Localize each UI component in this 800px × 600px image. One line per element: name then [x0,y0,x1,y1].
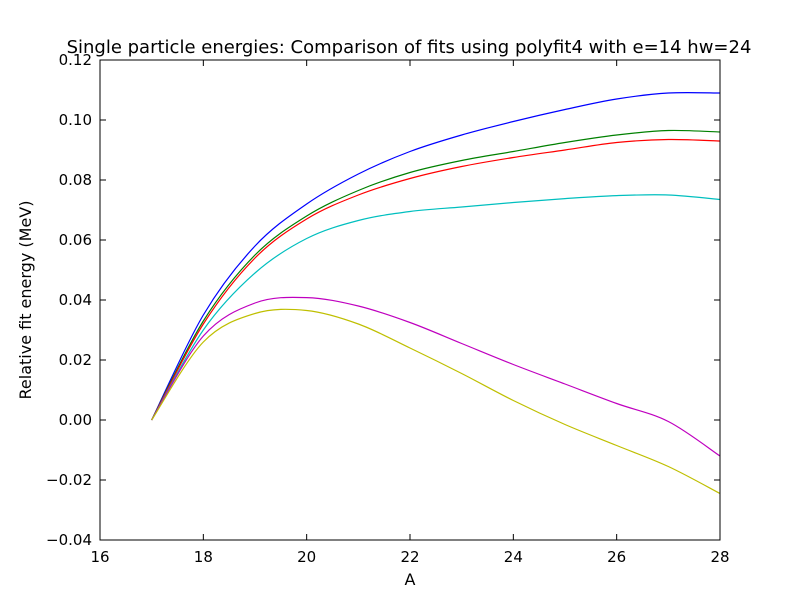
y-tick-label: 0.02 [59,351,92,369]
series-line-1 [151,91,721,421]
y-tick-label: 0.04 [59,291,92,309]
x-tick-label: 28 [710,548,729,566]
x-tick-label: 24 [504,548,523,566]
series-line-2 [151,129,721,421]
y-axis-label: Relative fit energy (MeV) [16,201,35,400]
y-tick-label: 0.08 [59,171,92,189]
y-tick-label: −0.02 [46,471,92,489]
series-line-5 [151,296,721,457]
x-axis-label: A [405,570,416,589]
ticks-layer: 16 18 20 22 24 26 28 −0.04 −0.02 0.00 0.02 0.04 0.06… [46,51,730,566]
series-line-4 [151,194,721,421]
y-tick-label: −0.04 [46,531,92,549]
x-tick-label: 22 [400,548,419,566]
x-tick-label: 20 [297,548,316,566]
y-tick-label: 0.06 [59,231,92,249]
x-tick-label: 16 [90,548,109,566]
y-tick-label: 0.10 [59,111,92,129]
x-tick-label: 26 [607,548,626,566]
series-line-3 [151,138,721,421]
x-tick-label: 18 [194,548,213,566]
series-line-6 [151,308,721,495]
y-tick-label: 0.12 [59,51,92,69]
y-tick-label: 0.00 [59,411,92,429]
chart-title: Single particle energies: Comparison of … [67,37,752,58]
series-layer [151,91,721,495]
